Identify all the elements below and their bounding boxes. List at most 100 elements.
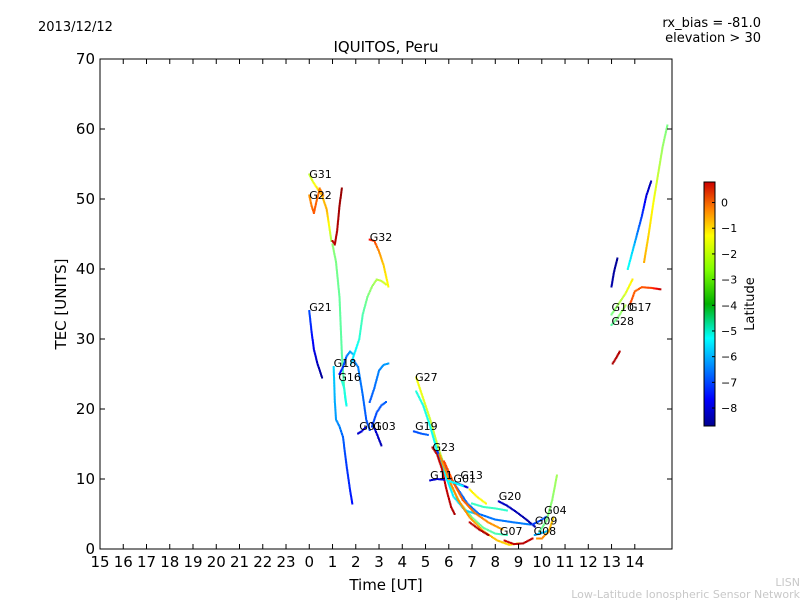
data-point	[422, 399, 425, 401]
data-point	[421, 403, 424, 406]
data-point	[656, 178, 659, 181]
data-point	[500, 508, 503, 511]
data-point	[311, 207, 314, 210]
data-point	[458, 493, 461, 496]
data-point	[441, 470, 444, 473]
data-point	[446, 480, 449, 483]
data-point	[364, 413, 367, 416]
data-point	[649, 223, 652, 226]
data-point	[342, 437, 345, 440]
data-point	[310, 203, 313, 206]
data-point	[380, 366, 383, 369]
data-point	[645, 248, 648, 251]
data-point	[552, 516, 555, 519]
data-point	[432, 436, 435, 439]
data-point	[479, 529, 482, 532]
data-point	[325, 210, 328, 213]
data-point	[367, 424, 370, 427]
data-point	[439, 455, 442, 457]
data-point	[457, 491, 460, 494]
series-trace	[447, 480, 464, 487]
data-point	[652, 198, 655, 201]
data-point	[363, 407, 366, 410]
data-point	[444, 474, 447, 477]
data-point	[339, 313, 342, 316]
data-point	[329, 235, 332, 238]
data-point	[359, 380, 362, 382]
data-point	[337, 219, 340, 222]
data-point	[505, 509, 508, 512]
data-point	[378, 438, 380, 441]
data-point	[353, 353, 356, 356]
data-point	[657, 170, 660, 173]
data-point	[648, 225, 651, 228]
data-point	[453, 483, 456, 485]
data-point	[339, 318, 342, 321]
data-point	[340, 193, 342, 196]
data-point	[470, 515, 472, 518]
data-point	[664, 132, 667, 135]
data-point	[643, 286, 646, 289]
data-point	[420, 400, 423, 403]
data-point	[651, 204, 654, 207]
data-point	[439, 456, 442, 459]
data-point	[655, 181, 658, 184]
data-point	[336, 272, 339, 275]
data-point	[376, 410, 379, 413]
data-point	[364, 410, 367, 413]
data-point	[383, 267, 386, 270]
data-point	[645, 245, 648, 248]
data-point	[423, 433, 426, 436]
data-point	[431, 434, 434, 437]
data-point	[653, 195, 656, 198]
data-point	[375, 380, 378, 383]
data-point	[316, 187, 319, 190]
data-point	[648, 228, 651, 231]
data-point	[663, 139, 666, 141]
data-point	[312, 346, 315, 349]
data-point	[347, 480, 350, 483]
data-point	[505, 540, 508, 543]
data-point	[339, 370, 342, 373]
data-point	[440, 467, 443, 470]
data-point	[638, 287, 640, 290]
data-point	[612, 310, 615, 313]
series-trace	[629, 286, 662, 305]
x-tick-label: 5	[421, 553, 431, 571]
data-point	[333, 401, 336, 403]
data-point	[481, 516, 483, 519]
data-point	[493, 537, 496, 540]
data-point	[431, 426, 434, 429]
data-point	[333, 396, 336, 399]
data-point	[312, 348, 315, 351]
data-point	[545, 530, 547, 533]
data-point	[467, 504, 469, 507]
data-point	[492, 524, 495, 527]
x-tick-label: 8	[491, 553, 501, 571]
data-point	[451, 494, 454, 496]
data-point	[447, 472, 450, 475]
data-point	[333, 391, 336, 394]
data-point	[555, 479, 557, 482]
data-point	[380, 256, 383, 259]
data-point	[550, 500, 553, 503]
data-point	[367, 293, 370, 295]
satellite-label: G01	[359, 420, 382, 433]
data-point	[623, 293, 626, 296]
data-point	[484, 506, 487, 509]
data-point	[336, 229, 339, 232]
data-point	[465, 511, 468, 514]
satellite-label: G11	[430, 469, 453, 482]
satellite-label: G17	[629, 301, 652, 314]
data-point	[614, 306, 617, 309]
data-point	[471, 523, 474, 526]
data-point	[454, 498, 457, 500]
data-point	[308, 194, 311, 197]
series-trace	[308, 310, 324, 379]
data-point	[514, 521, 517, 524]
data-point	[372, 284, 374, 287]
data-point	[340, 344, 343, 346]
data-point	[318, 368, 321, 371]
data-point	[377, 249, 380, 251]
data-point	[542, 531, 545, 534]
